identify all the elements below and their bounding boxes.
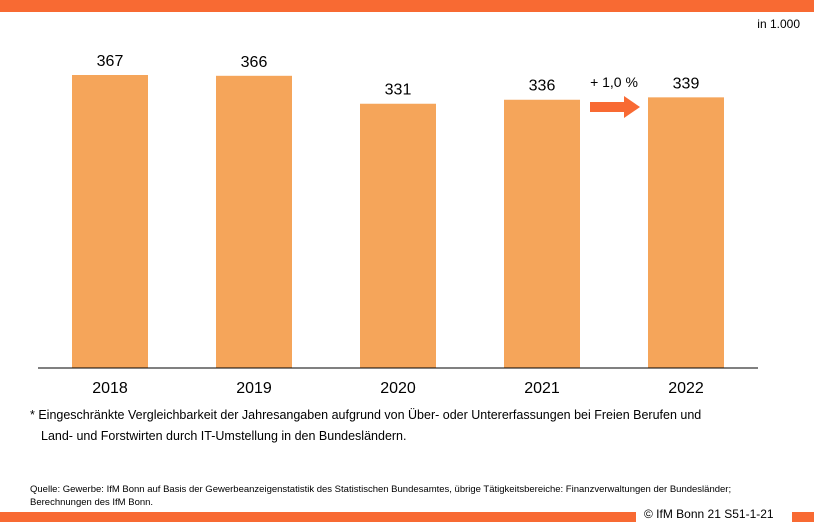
- bar-2020: [360, 103, 436, 368]
- bottom-accent-bar: [0, 512, 636, 522]
- x-tick-label-2020: 2020: [380, 380, 416, 397]
- footnote-line-2: Land- und Forstwirten durch IT-Umstellun…: [41, 429, 407, 443]
- footnote: * Eingeschränkte Vergleichbarkeit der Ja…: [30, 405, 701, 447]
- data-label-2018: 367: [97, 53, 124, 70]
- footnote-line-1: * Eingeschränkte Vergleichbarkeit der Ja…: [30, 408, 702, 422]
- x-tick-label-2021: 2021: [524, 380, 560, 397]
- data-label-2022: 339: [673, 75, 700, 92]
- copyright: © IfM Bonn 21 S51-1-21: [644, 507, 774, 521]
- source-note: Quelle: Gewerbe: IfM Bonn auf Basis der …: [30, 484, 732, 508]
- bar-2018: [72, 75, 148, 368]
- x-tick-label-2022: 2022: [668, 380, 704, 397]
- unit-label: in 1.000: [757, 17, 800, 31]
- data-label-2019: 366: [241, 54, 268, 71]
- bottom-accent-bar-end: [792, 512, 814, 522]
- bar-2022: [648, 97, 724, 369]
- x-tick-label-2019: 2019: [236, 380, 272, 397]
- annotation-label: + 1,0 %: [590, 74, 638, 90]
- bar-2019: [216, 75, 292, 368]
- top-accent-bar: [0, 0, 814, 12]
- data-label-2021: 336: [529, 78, 556, 95]
- data-label-2020: 331: [385, 82, 412, 99]
- x-tick-label-2018: 2018: [92, 380, 128, 397]
- bar-2021: [504, 99, 580, 368]
- right-arrow-icon: [590, 96, 640, 118]
